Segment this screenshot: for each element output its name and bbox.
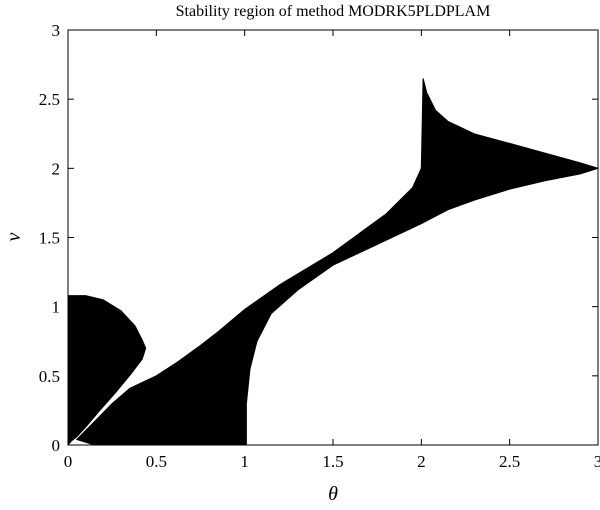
stability-region-1: [68, 295, 147, 445]
y-tick-label-5: 2.5: [39, 90, 60, 109]
stability-region-2: [75, 78, 598, 445]
x-tick-label-0: 0: [64, 452, 73, 471]
y-tick-label-1: 0.5: [39, 367, 60, 386]
regions-layer: [68, 78, 598, 445]
y-tick-label-6: 3: [52, 21, 61, 40]
x-tick-label-3: 1.5: [322, 452, 343, 471]
y-tick-label-4: 2: [52, 159, 61, 178]
x-axis-label: θ: [328, 483, 338, 505]
chart-title: Stability region of method MODRK5PLDPLAM: [176, 3, 491, 20]
ticks-layer: 0 0.5 1 1.5 2 2.5 3 0 0.5 1 1.5 2 2.5 3: [39, 21, 600, 471]
x-tick-label-5: 2.5: [499, 452, 520, 471]
y-tick-label-3: 1.5: [39, 229, 60, 248]
y-axis-label: v: [3, 232, 25, 241]
x-tick-label-2: 1: [240, 452, 249, 471]
x-tick-label-6: 3: [594, 452, 600, 471]
x-tick-label-1: 0.5: [146, 452, 167, 471]
x-tick-label-4: 2: [417, 452, 426, 471]
y-tick-label-0: 0: [52, 436, 61, 455]
y-tick-label-2: 1: [52, 298, 61, 317]
